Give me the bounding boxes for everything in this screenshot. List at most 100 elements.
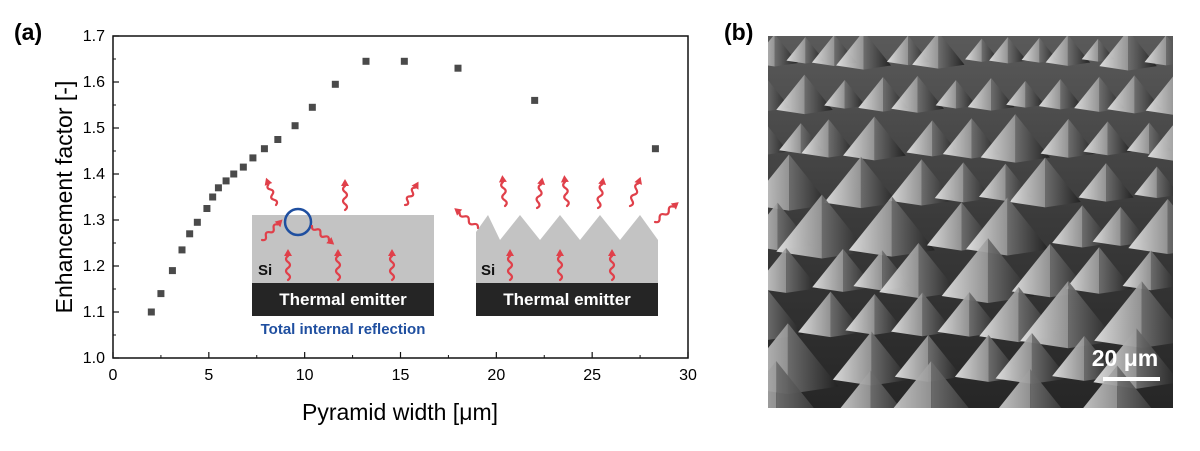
data-point — [454, 64, 462, 72]
x-tick-label: 30 — [679, 367, 697, 384]
sem-pyramid-face — [1025, 80, 1045, 108]
photon-wave-icon — [341, 179, 349, 212]
photon-wave-icon — [653, 202, 679, 224]
sem-pyramid-face — [998, 369, 1031, 408]
sem-pyramid-face — [967, 77, 992, 111]
sem-pyramid-face — [1038, 79, 1061, 110]
photon-wave-icon — [535, 177, 546, 210]
photon-waves-flat — [260, 177, 419, 282]
sem-pyramid-face — [811, 36, 835, 67]
sem-pyramid-face — [1040, 118, 1069, 158]
sem-pyramid-face — [1021, 37, 1040, 63]
photon-wave-icon — [264, 177, 279, 207]
y-tick-label: 1.2 — [83, 258, 105, 275]
sem-pyramid-face — [935, 80, 956, 109]
sem-pyramid-face — [741, 77, 765, 111]
x-tick-label: 5 — [204, 367, 213, 384]
sem-pyramid-face — [906, 120, 933, 157]
sem-pyramid-face — [874, 116, 906, 161]
sem-pyramid-face — [787, 323, 839, 395]
sem-pyramid-face — [1107, 121, 1132, 156]
sem-pyramid-face — [1122, 250, 1151, 291]
sem-pyramid-face — [863, 36, 892, 70]
sem-pyramid-face — [1007, 37, 1027, 64]
sem-pyramid-face — [836, 36, 864, 70]
data-point — [651, 145, 659, 153]
sem-pyramid-face — [978, 163, 1006, 201]
sem-pyramid-face — [995, 332, 1032, 384]
sem-pyramid-face — [891, 292, 923, 337]
sem-pyramid-face — [938, 36, 965, 69]
sem-pyramid-face — [926, 202, 962, 251]
sem-pyramid-face — [786, 36, 806, 64]
data-point — [222, 177, 230, 185]
plot-area: 0 5 10 15 20 25 30 1.0 1.1 1.2 1.3 1.4 1.5 1.6 1.7 — [83, 28, 697, 384]
si-slab-flat — [252, 215, 434, 283]
sem-pyramid-face — [886, 36, 909, 66]
sem-pyramid-face — [768, 202, 778, 251]
y-axis-ticks: 1.0 1.1 1.2 1.3 1.4 1.5 1.6 1.7 — [83, 28, 119, 367]
photon-wave-icon — [498, 175, 508, 208]
sem-pyramid-face — [1060, 79, 1082, 110]
sem-pyramid-face — [1106, 163, 1134, 202]
sem-pyramid-face — [965, 197, 1008, 256]
sem-pyramid-face — [840, 370, 871, 408]
sem-pyramid-face — [1145, 76, 1173, 115]
data-point — [331, 80, 339, 88]
photon-wave-icon — [403, 181, 419, 207]
sem-pyramid-face — [1175, 74, 1200, 115]
sem-pyramid-face — [768, 154, 790, 211]
photon-wave-icon — [310, 224, 335, 245]
sem-pyramid-face — [891, 75, 918, 113]
sem-pyramid-face — [853, 250, 883, 291]
sem-pyramid-face — [843, 116, 875, 161]
sem-pyramid-face — [931, 361, 969, 408]
photon-wave-icon — [284, 249, 292, 282]
sem-pyramid-face — [937, 292, 970, 337]
sem-pyramid-face — [893, 361, 932, 408]
data-point — [209, 193, 217, 201]
data-point — [249, 154, 257, 162]
sem-pyramid-face — [1006, 80, 1026, 108]
x-tick-label: 20 — [487, 367, 505, 384]
sem-pyramid-face — [1074, 76, 1100, 112]
sem-pyramid-face — [824, 156, 861, 209]
si-label-pyramid: Si — [481, 262, 495, 279]
data-point — [308, 103, 316, 111]
sem-pyramid-face — [888, 159, 922, 206]
sem-pyramid-face — [941, 238, 988, 303]
sem-pyramid-face — [1083, 365, 1118, 408]
sem-pyramid-face — [730, 289, 767, 340]
data-point — [362, 57, 370, 65]
sem-pyramid-face — [858, 76, 884, 112]
y-tick-label: 1.5 — [83, 120, 105, 137]
sem-pyramid-face — [1156, 166, 1173, 199]
sem-pyramid-face — [1144, 36, 1167, 66]
sem-pyramid-face — [1134, 166, 1157, 199]
data-point — [157, 290, 165, 298]
sem-pyramid-face — [918, 243, 958, 298]
sem-pyramid-face — [1081, 38, 1099, 62]
x-tick-label: 0 — [109, 367, 118, 384]
sem-pyramid-face — [1078, 163, 1107, 202]
sem-pyramid-face — [1093, 328, 1137, 389]
scale-bar-label: 20 μm — [1092, 345, 1159, 371]
sem-pyramid-face — [894, 335, 929, 382]
y-tick-label: 1.3 — [83, 212, 105, 229]
emitter-pyramid — [476, 283, 658, 316]
data-point — [186, 230, 194, 238]
photon-wave-icon — [334, 249, 342, 282]
sem-pyramid-face — [779, 123, 801, 154]
photon-waves-pyramid — [454, 175, 679, 282]
emitter-label-pyramid: Thermal emitter — [503, 290, 631, 309]
sem-pyramid-face — [768, 360, 777, 408]
y-axis-title: Enhancement factor [-] — [51, 81, 77, 314]
sem-pyramid-face — [1065, 247, 1100, 294]
sem-pyramid-face — [848, 196, 892, 257]
data-point — [214, 184, 222, 192]
photon-wave-icon — [260, 219, 283, 242]
photon-wave-icon — [454, 208, 480, 230]
data-point — [178, 246, 186, 254]
sem-pyramid-face — [768, 247, 787, 293]
sem-pyramid-face — [844, 79, 866, 109]
